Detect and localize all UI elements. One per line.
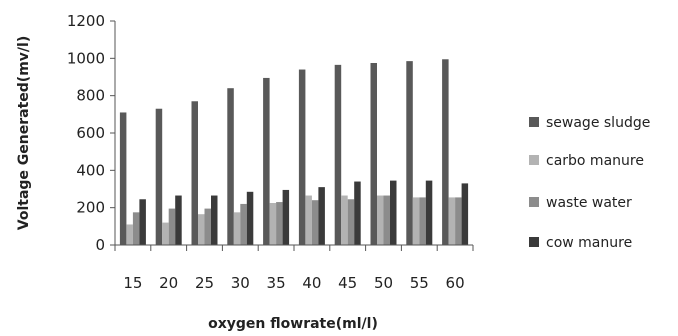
x-tick-label: 45 (338, 274, 357, 292)
x-axis-title: oxygen flowrate(ml/l) (208, 316, 378, 332)
legend-swatch (529, 197, 539, 207)
y-tick-label: 600 (76, 124, 105, 142)
plot-area (119, 59, 469, 246)
bar-waste-water (276, 202, 283, 245)
bar-waste-water (383, 195, 390, 245)
y-tick-label: 1000 (67, 49, 105, 67)
bar-sewage-sludge (442, 59, 449, 246)
y-axis-title: Voltage Generated(mv/l) (16, 36, 32, 230)
x-tick-label: 55 (410, 274, 429, 292)
bar-cow-manure (246, 191, 254, 245)
bar-cow-manure (461, 183, 469, 245)
y-tick-label: 0 (95, 236, 105, 254)
legend-label: waste water (546, 195, 632, 211)
bar-carbo-manure (377, 195, 384, 245)
bar-sewage-sludge (263, 77, 270, 245)
x-tick-label: 50 (374, 274, 393, 292)
bar-cow-manure (390, 180, 397, 245)
legend-swatch (529, 237, 539, 247)
y-tick-label: 200 (76, 199, 105, 217)
bar-carbo-manure (198, 214, 205, 245)
bar-cow-manure (425, 180, 433, 245)
y-tick-label: 1200 (67, 12, 105, 30)
bar-cow-manure (139, 199, 146, 245)
legend: sewage sludge carbo manure waste water cow … (529, 115, 650, 251)
bar-carbo-manure (269, 203, 277, 245)
legend-label: sewage sludge (546, 115, 650, 131)
bar-sewage-sludge (119, 112, 127, 245)
x-tick-label: 15 (123, 274, 142, 292)
x-tick-label: 35 (267, 274, 286, 292)
bar-waste-water (347, 199, 355, 245)
bar-sewage-sludge (406, 61, 413, 246)
x-tick-label: 20 (159, 274, 178, 292)
bar-sewage-sludge (191, 101, 198, 246)
bar-carbo-manure (162, 222, 169, 245)
bar-carbo-manure (341, 195, 348, 245)
y-ticks: 0 200 400 600 800 1000 1200 (67, 12, 115, 254)
bar-carbo-manure (233, 212, 241, 245)
legend-swatch (529, 155, 539, 165)
bar-cow-manure (211, 195, 218, 245)
bar-waste-water (311, 200, 319, 245)
bar-carbo-manure (305, 195, 312, 245)
bar-waste-water (204, 208, 211, 245)
bar-waste-water (168, 208, 176, 245)
bar-cow-manure (354, 181, 361, 245)
bar-waste-water (132, 212, 140, 245)
x-tick-label: 25 (195, 274, 214, 292)
x-ticks: 15 20 25 30 35 40 45 50 55 60 (114, 245, 474, 292)
bar-cow-manure (175, 195, 182, 245)
bar-carbo-manure (412, 197, 420, 245)
bar-waste-water (240, 203, 247, 245)
bar-waste-water (455, 197, 462, 245)
bar-waste-water (419, 197, 426, 245)
bar-sewage-sludge (370, 63, 377, 245)
x-tick-label: 40 (302, 274, 321, 292)
bar-cow-manure (282, 189, 290, 245)
x-tick-label: 60 (446, 274, 465, 292)
x-tick-label: 30 (231, 274, 250, 292)
bar-sewage-sludge (298, 69, 306, 246)
bar-sewage-sludge (227, 88, 234, 245)
bar-sewage-sludge (334, 64, 342, 245)
bar-sewage-sludge (155, 108, 163, 245)
legend-swatch (529, 117, 539, 127)
bar-carbo-manure (448, 197, 456, 245)
y-tick-label: 400 (76, 161, 105, 179)
y-tick-label: 800 (76, 87, 105, 105)
bar-carbo-manure (126, 224, 133, 245)
bar-cow-manure (318, 187, 325, 245)
legend-label: carbo manure (546, 153, 644, 169)
legend-label: cow manure (546, 235, 632, 251)
